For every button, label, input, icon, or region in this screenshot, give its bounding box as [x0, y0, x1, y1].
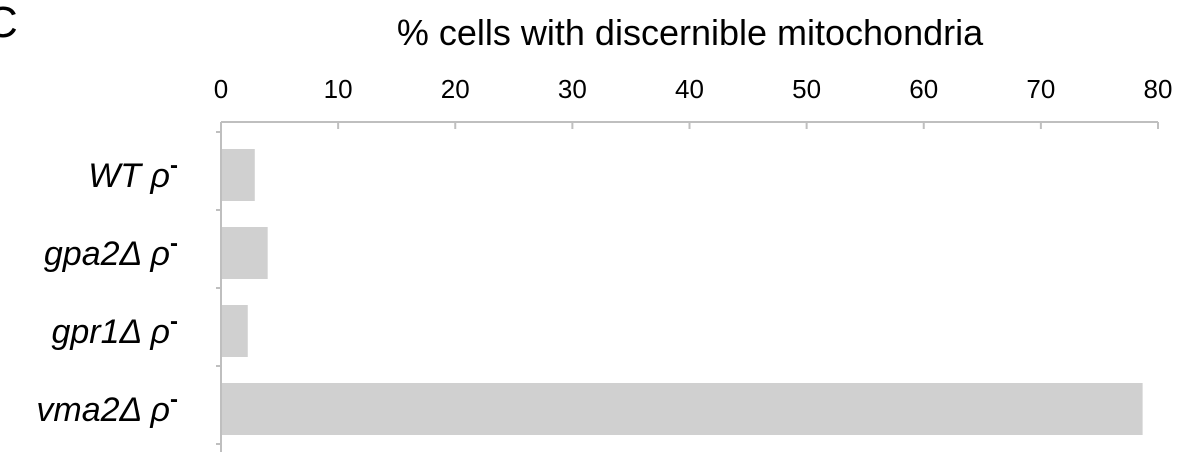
panel-label: C: [0, 0, 18, 47]
category-label: vma2Δ ρ-: [36, 386, 178, 429]
x-tick-label: 60: [909, 74, 938, 104]
x-tick-label: 80: [1144, 74, 1173, 104]
x-tick-label: 70: [1026, 74, 1055, 104]
category-label: gpa2Δ ρ-: [44, 230, 178, 273]
chart-title: % cells with discernible mitochondria: [396, 12, 984, 53]
bar: [222, 227, 268, 279]
x-axis-ticks: 0 10 20 30 40 50 60 70 80: [214, 74, 1173, 445]
category-label: gpr1Δ ρ-: [51, 308, 178, 351]
x-tick-label: 0: [214, 74, 228, 104]
x-tick-label: 40: [675, 74, 704, 104]
axes: [220, 121, 1158, 452]
bars: [222, 149, 1143, 435]
x-tick-label: 20: [441, 74, 470, 104]
bar: [222, 383, 1143, 435]
category-label: WT ρ-: [88, 152, 178, 195]
bar: [222, 149, 255, 201]
x-tick-label: 10: [324, 74, 353, 104]
x-tick-label: 50: [792, 74, 821, 104]
category-labels: WT ρ-gpa2Δ ρ-gpr1Δ ρ-vma2Δ ρ-: [36, 152, 178, 429]
x-tick-label: 30: [558, 74, 587, 104]
bar: [222, 305, 248, 357]
